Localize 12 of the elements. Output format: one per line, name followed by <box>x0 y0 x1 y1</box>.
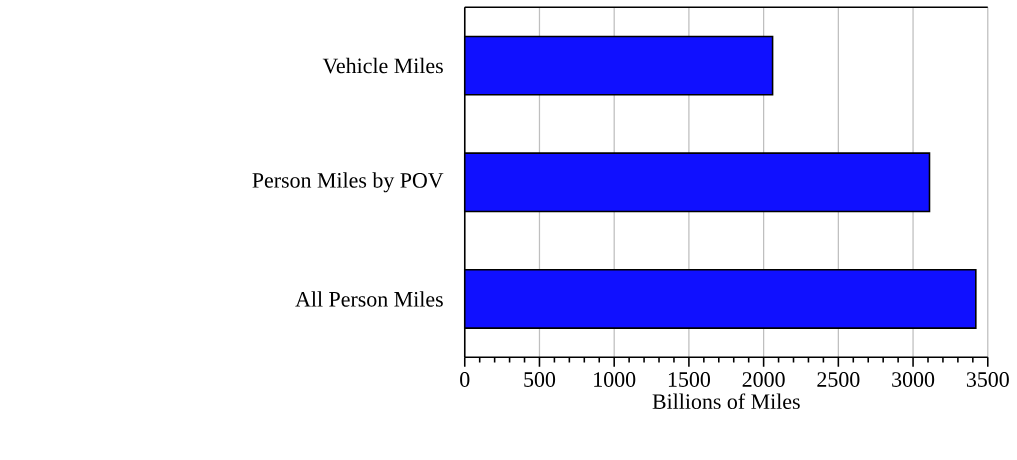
y-tick-label: Vehicle Miles <box>322 57 443 74</box>
x-tick-label: 2500 <box>817 372 860 387</box>
x-tick-label: 0 <box>460 372 470 387</box>
x-tick-label: 3000 <box>892 372 935 387</box>
x-tick-label: 2000 <box>742 372 785 387</box>
x-axis-title: Billions of Miles <box>652 393 800 410</box>
x-tick-label: 500 <box>524 372 556 387</box>
y-tick-label: All Person Miles <box>295 291 443 307</box>
x-tick-label: 1000 <box>594 372 636 387</box>
y-tick-label: Person Miles by POV <box>252 172 444 193</box>
x-tick-label: 3500 <box>966 372 1009 387</box>
x-tick-label: 1500 <box>668 372 710 387</box>
